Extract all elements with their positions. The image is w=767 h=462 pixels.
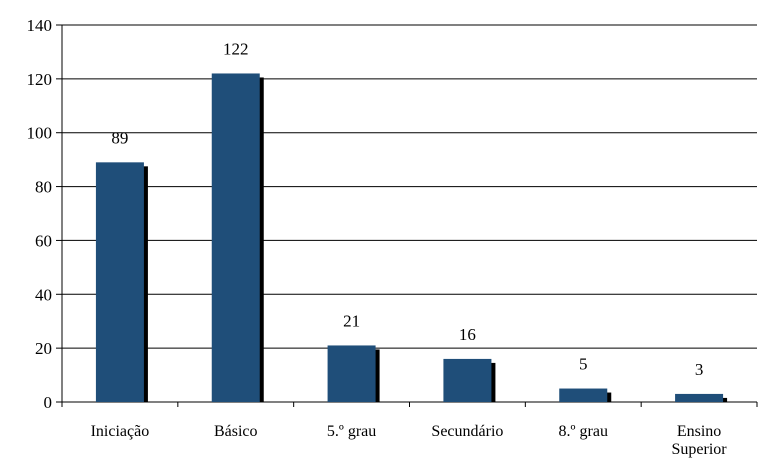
bars [95, 73, 728, 402]
y-tick-label: 20 [35, 339, 52, 358]
category-label-line: 5.º grau [327, 423, 376, 440]
bar [211, 73, 260, 402]
category-label: Ensino Superior [672, 423, 728, 458]
category-label: Iniciação [91, 423, 150, 440]
category-label-line: Ensino [677, 423, 721, 440]
category-label-line: Básico [214, 423, 258, 440]
y-tick-label: 140 [27, 16, 53, 35]
axes [56, 24, 758, 407]
category-label-line: Iniciação [91, 423, 150, 440]
bar [443, 358, 492, 402]
category-label: Secundário [431, 423, 503, 440]
y-tick-label: 80 [35, 178, 52, 197]
category-label-line: 8.º grau [559, 423, 608, 440]
y-tick-label: 0 [44, 393, 53, 412]
y-tick-label: 40 [35, 285, 52, 304]
data-label: 21 [343, 311, 360, 330]
category-label-line: Secundário [431, 423, 503, 440]
category-label: 5.º grau [327, 423, 376, 440]
data-label: 5 [579, 355, 588, 374]
data-label: 16 [459, 325, 476, 344]
y-tick-label: 100 [27, 124, 53, 143]
labels: 0 20 40 60 80 100 120 140 89 Iniciação 122 Básico 21… [27, 16, 728, 458]
data-label: 122 [223, 39, 249, 58]
category-label: Básico [214, 423, 258, 440]
data-label: 3 [695, 360, 704, 379]
bar [95, 162, 144, 402]
category-label-line: Superior [672, 441, 728, 458]
category-label: 8.º grau [559, 423, 608, 440]
bar [327, 345, 376, 402]
y-tick-label: 60 [35, 231, 52, 250]
grid-lines [62, 24, 757, 349]
data-label: 89 [111, 128, 128, 147]
bar [675, 393, 724, 402]
y-tick-label: 120 [27, 70, 53, 89]
bar [559, 388, 608, 402]
